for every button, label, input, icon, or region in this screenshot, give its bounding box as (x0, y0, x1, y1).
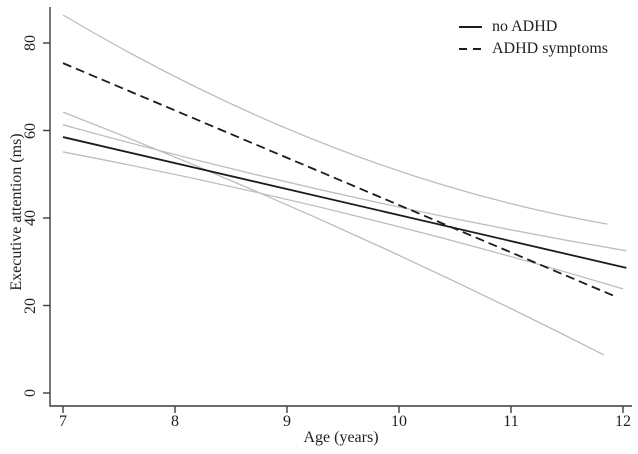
y-tick-label: 80 (22, 35, 40, 51)
series-no-adhd-ci-lower (62, 151, 624, 290)
x-tick-label: 9 (283, 413, 291, 430)
y-tick-label: 40 (22, 210, 40, 226)
x-axis-title: Age (years) (303, 429, 379, 446)
solid-line-sample-icon (459, 26, 482, 28)
axis-lines (49, 7, 632, 407)
series-adhd-symptoms-ci-upper (62, 14, 608, 225)
dashed-line-sample-icon (459, 48, 482, 50)
legend-row-no-adhd: no ADHD (459, 16, 608, 38)
x-tick-label: 7 (59, 413, 67, 430)
y-tick-label: 20 (22, 297, 40, 314)
x-tick-label: 8 (171, 413, 179, 430)
legend: no ADHD ADHD symptoms (459, 16, 608, 60)
series-no-adhd-fit (62, 136, 627, 269)
series-adhd-symptoms-ci-lower (62, 111, 605, 356)
legend-label-adhd-symptoms: ADHD symptoms (492, 40, 609, 57)
y-tick-label: 60 (22, 122, 40, 139)
legend-label-no-adhd: no ADHD (492, 18, 558, 35)
x-tick-label: 10 (391, 413, 407, 430)
y-tick-label: 0 (22, 389, 40, 397)
x-tick-label: 12 (615, 413, 631, 430)
series-no-adhd-ci-upper (62, 124, 627, 252)
legend-row-adhd-symptoms: ADHD symptoms (459, 38, 608, 60)
x-tick-label: 11 (503, 413, 519, 430)
series-adhd-symptoms-fit (62, 62, 614, 297)
